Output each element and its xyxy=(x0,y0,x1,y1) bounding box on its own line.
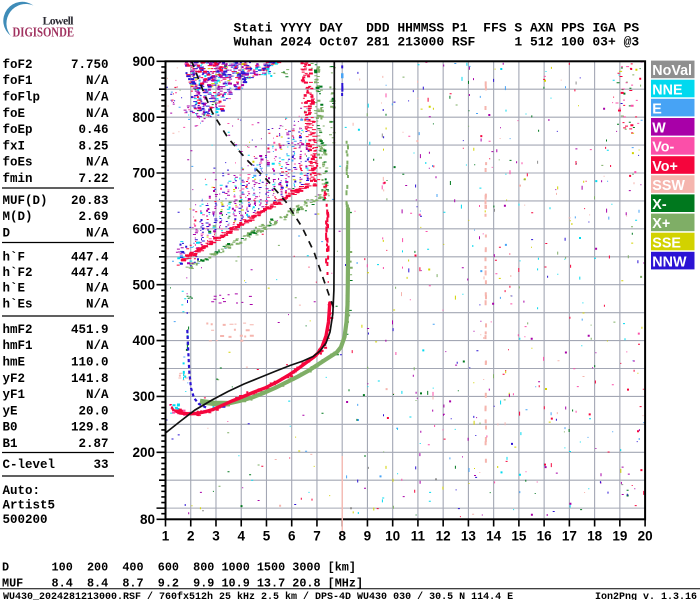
svg-text:h`Es: h`Es xyxy=(3,297,33,311)
svg-text:700: 700 xyxy=(132,166,155,181)
svg-text:Auto:: Auto: xyxy=(3,484,41,498)
svg-text:2.87: 2.87 xyxy=(78,437,108,451)
svg-text:1: 1 xyxy=(162,529,170,544)
svg-text:451.9: 451.9 xyxy=(71,323,109,337)
svg-text:141.8: 141.8 xyxy=(71,372,109,386)
svg-text:foE: foE xyxy=(3,107,26,121)
svg-text:N/A: N/A xyxy=(86,107,109,121)
svg-text:900: 900 xyxy=(132,54,155,69)
svg-text:Vo+: Vo+ xyxy=(652,159,678,175)
svg-text:X+: X+ xyxy=(652,216,670,232)
svg-text:6: 6 xyxy=(288,529,296,544)
svg-text:10: 10 xyxy=(385,529,400,544)
svg-text:NoVal: NoVal xyxy=(652,63,692,79)
svg-text:800: 800 xyxy=(132,110,155,125)
svg-text:fmin: fmin xyxy=(3,172,33,186)
svg-text:16: 16 xyxy=(537,529,553,544)
svg-text:foF1: foF1 xyxy=(3,74,33,88)
svg-text:500: 500 xyxy=(132,277,155,292)
svg-text:NNE: NNE xyxy=(652,82,682,98)
svg-text:400: 400 xyxy=(132,333,155,348)
svg-text:h`E: h`E xyxy=(3,282,26,296)
svg-text:14: 14 xyxy=(486,529,502,544)
svg-text:110.0: 110.0 xyxy=(71,356,109,370)
svg-text:N/A: N/A xyxy=(86,156,109,170)
svg-text:M(D): M(D) xyxy=(3,210,33,224)
svg-text:N/A: N/A xyxy=(86,297,109,311)
svg-text:Wuhan 2024 Oct07 281 213000 RS: Wuhan 2024 Oct07 281 213000 RSF 1 512 10… xyxy=(234,35,640,50)
svg-text:yE: yE xyxy=(3,404,18,418)
svg-text:129.8: 129.8 xyxy=(71,421,109,435)
svg-text:3: 3 xyxy=(212,529,220,544)
svg-text:N/A: N/A xyxy=(86,91,109,105)
svg-text:13: 13 xyxy=(461,529,477,544)
svg-text:11: 11 xyxy=(411,529,426,544)
svg-text:W: W xyxy=(652,121,666,137)
svg-text:Vo-: Vo- xyxy=(652,140,674,156)
svg-text:foEp: foEp xyxy=(3,123,33,137)
svg-text:20.0: 20.0 xyxy=(78,404,108,418)
svg-text:N/A: N/A xyxy=(86,226,109,240)
svg-text:hmF1: hmF1 xyxy=(3,339,33,353)
svg-text:9: 9 xyxy=(364,529,372,544)
svg-text:foFlp: foFlp xyxy=(3,91,41,105)
svg-text:N/A: N/A xyxy=(86,388,109,402)
svg-text:80: 80 xyxy=(140,512,155,527)
svg-text:2.69: 2.69 xyxy=(78,210,108,224)
svg-text:8: 8 xyxy=(338,529,346,544)
svg-text:hmE: hmE xyxy=(3,356,26,370)
svg-text:8.25: 8.25 xyxy=(78,139,108,153)
svg-text:foEs: foEs xyxy=(3,156,33,170)
svg-text:7.750: 7.750 xyxy=(71,58,109,72)
svg-text:B1: B1 xyxy=(3,437,18,451)
svg-text:20.83: 20.83 xyxy=(71,194,109,208)
svg-text:E: E xyxy=(652,101,662,117)
svg-text:SSE: SSE xyxy=(652,235,681,251)
svg-text:447.4: 447.4 xyxy=(71,266,109,280)
svg-text:300: 300 xyxy=(132,389,155,404)
svg-text:foF2: foF2 xyxy=(3,58,33,72)
svg-text:DIGISONDE: DIGISONDE xyxy=(13,24,75,39)
svg-text:Stati YYYY DAY DDD HHMMSS P1: Stati YYYY DAY DDD HHMMSS P1 FFS S AXN P… xyxy=(234,21,640,36)
svg-text:D 100 200 400 600 800: D 100 200 400 600 800 1000 1500 3000 [km… xyxy=(2,560,356,574)
svg-text:NNW: NNW xyxy=(652,254,687,270)
svg-text:fxI: fxI xyxy=(3,139,26,153)
svg-text:12: 12 xyxy=(436,529,451,544)
svg-text:h`F: h`F xyxy=(3,250,26,264)
svg-text:N/A: N/A xyxy=(86,282,109,296)
svg-text:MUF 8.4 8.4 8.7 9.2 9.9: MUF 8.4 8.4 8.7 9.2 9.9 10.9 13.7 20.8 [… xyxy=(2,576,363,590)
svg-text:18: 18 xyxy=(587,529,603,544)
svg-text:MUF(D): MUF(D) xyxy=(3,194,48,208)
svg-text:5: 5 xyxy=(263,529,271,544)
svg-text:h`F2: h`F2 xyxy=(3,266,33,280)
svg-text:500200: 500200 xyxy=(3,513,48,527)
svg-text:hmF2: hmF2 xyxy=(3,323,33,337)
svg-text:SSW: SSW xyxy=(652,178,685,194)
svg-text:Lowell: Lowell xyxy=(43,13,75,27)
svg-text:X-: X- xyxy=(652,197,667,213)
svg-text:Ion2Png v. 1.3.16: Ion2Png v. 1.3.16 xyxy=(595,592,697,600)
svg-text:N/A: N/A xyxy=(86,339,109,353)
svg-text:7: 7 xyxy=(313,529,321,544)
svg-text:yF1: yF1 xyxy=(3,388,26,402)
svg-text:WU430_2024281213000.RSF / 760f: WU430_2024281213000.RSF / 760fx512h 25 k… xyxy=(3,591,513,600)
svg-text:4: 4 xyxy=(237,529,245,544)
svg-text:447.4: 447.4 xyxy=(71,250,109,264)
svg-text:D: D xyxy=(3,226,11,240)
svg-text:2: 2 xyxy=(187,529,195,544)
svg-text:yF2: yF2 xyxy=(3,372,26,386)
svg-text:19: 19 xyxy=(612,529,627,544)
svg-text:N/A: N/A xyxy=(86,74,109,88)
svg-text:Artist5: Artist5 xyxy=(3,498,56,512)
svg-text:20: 20 xyxy=(638,529,653,544)
svg-text:33: 33 xyxy=(93,458,108,472)
svg-text:7.22: 7.22 xyxy=(78,172,108,186)
svg-text:17: 17 xyxy=(562,529,577,544)
svg-text:0.46: 0.46 xyxy=(78,123,108,137)
svg-text:B0: B0 xyxy=(3,421,18,435)
svg-text:200: 200 xyxy=(132,445,155,460)
svg-text:15: 15 xyxy=(511,529,527,544)
svg-text:C-level: C-level xyxy=(3,458,56,472)
svg-text:600: 600 xyxy=(132,222,155,237)
